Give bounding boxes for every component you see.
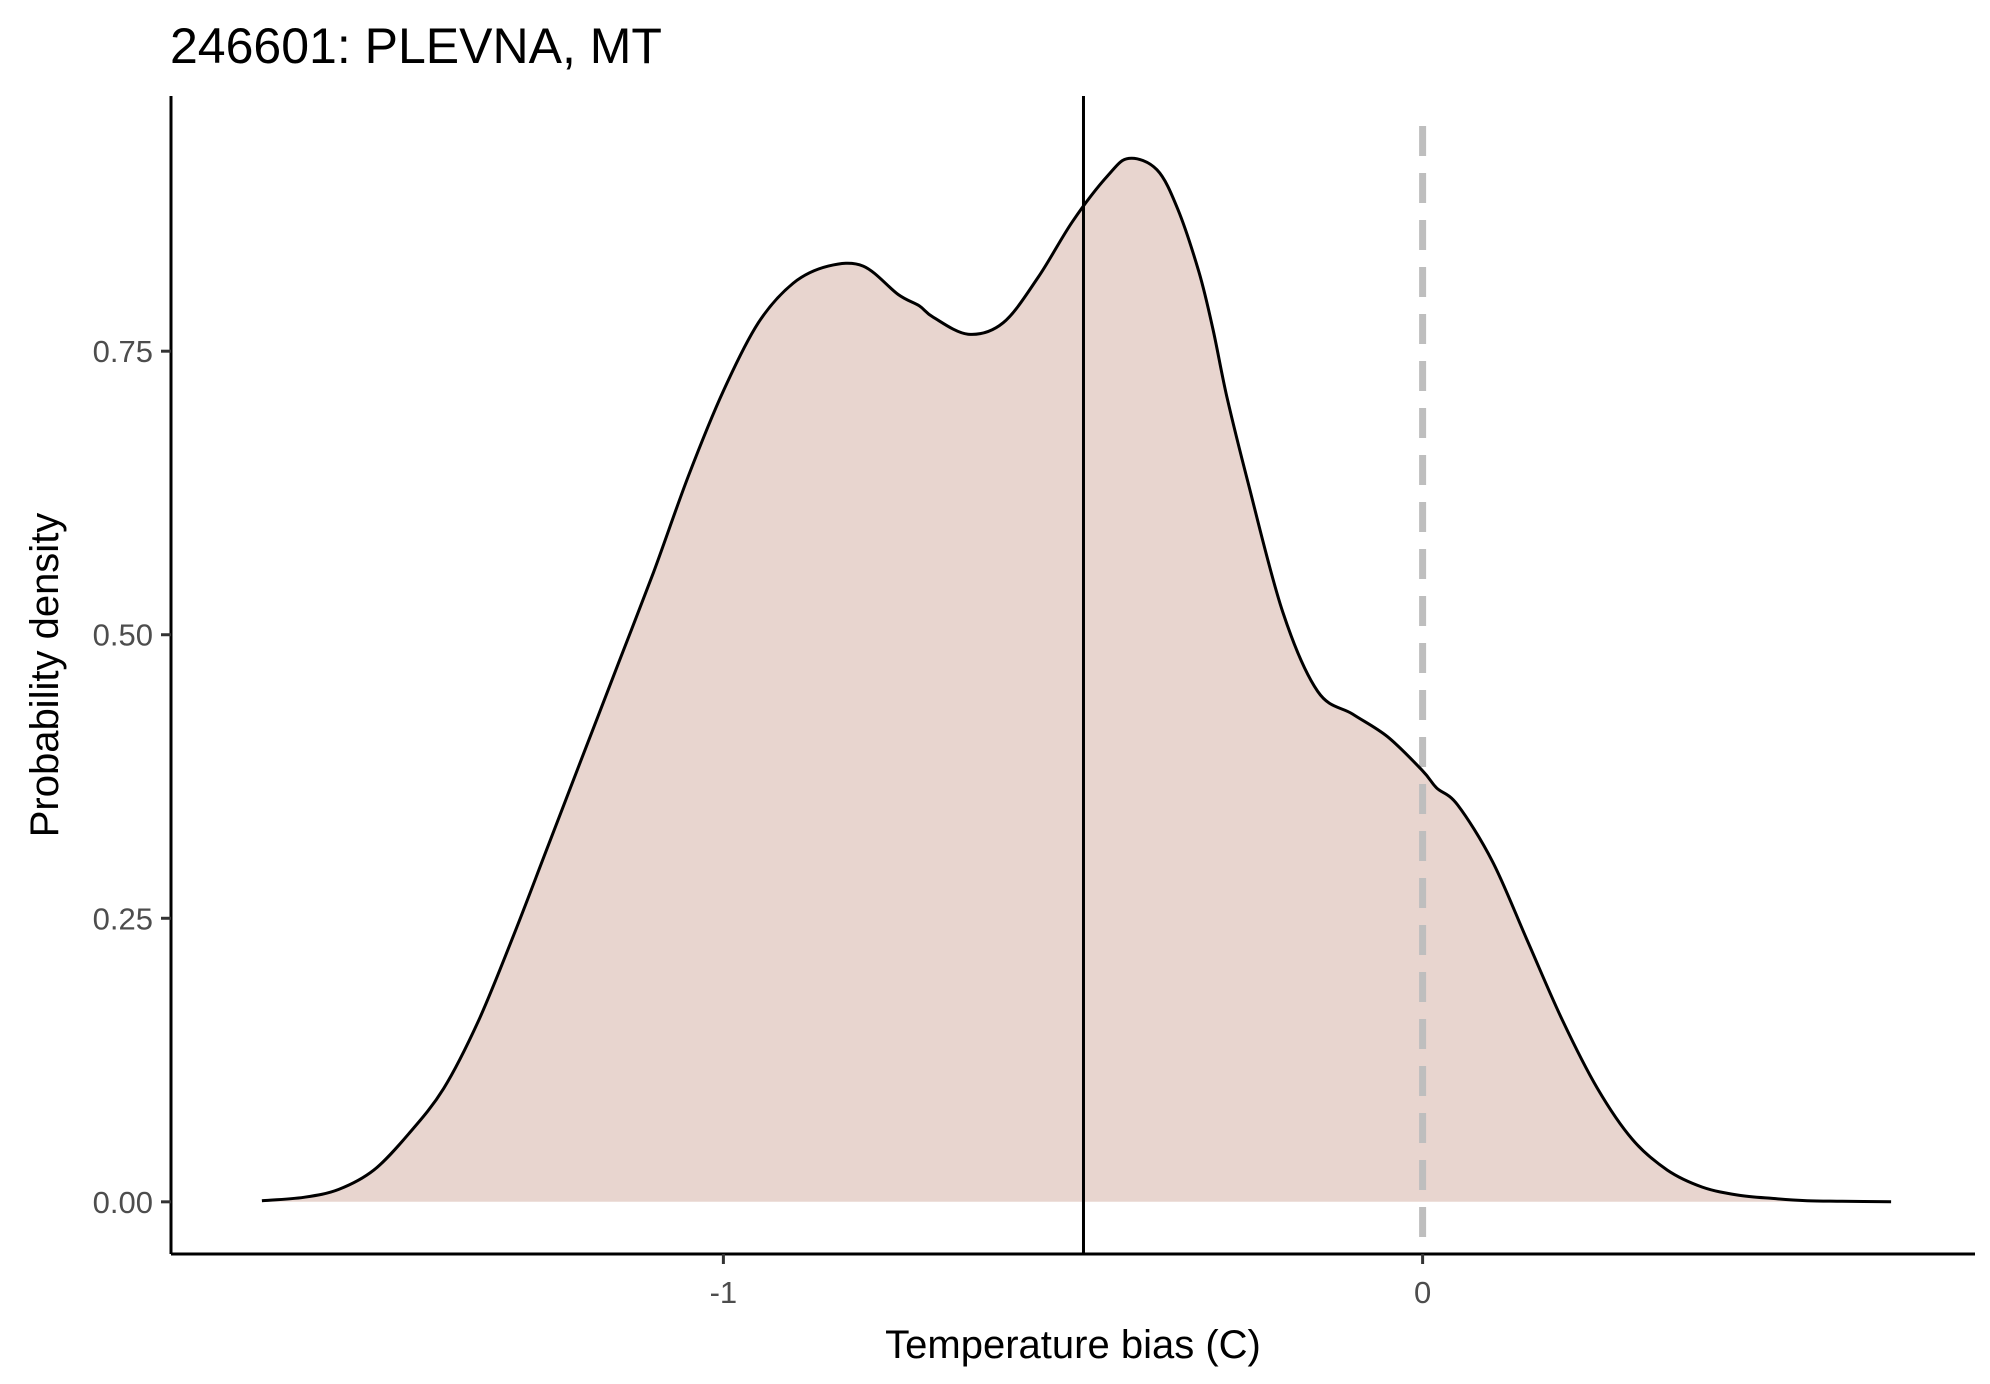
y-tick-label: 0.75 — [93, 334, 153, 369]
x-axis-ticks: -1 0 — [710, 1254, 1431, 1310]
density-area-fill — [261, 158, 1892, 1202]
chart-title: 246601: PLEVNA, MT — [170, 18, 662, 74]
y-tick-label: 0.50 — [93, 618, 153, 653]
y-axis-ticks: 0.00 0.25 0.50 0.75 — [93, 334, 171, 1220]
y-axis-title: Probability density — [23, 513, 67, 838]
y-tick-label: 0.25 — [93, 901, 153, 936]
y-axis: 0.00 0.25 0.50 0.75 — [93, 96, 173, 1254]
x-tick-label: -1 — [710, 1275, 738, 1310]
density-curve — [261, 156, 1892, 1204]
x-tick-label: 0 — [1414, 1275, 1431, 1310]
x-axis-title: Temperature bias (C) — [885, 1323, 1261, 1367]
x-axis: -1 0 — [171, 1252, 1975, 1310]
plot-area — [261, 96, 1892, 1254]
y-tick-label: 0.00 — [93, 1185, 153, 1220]
